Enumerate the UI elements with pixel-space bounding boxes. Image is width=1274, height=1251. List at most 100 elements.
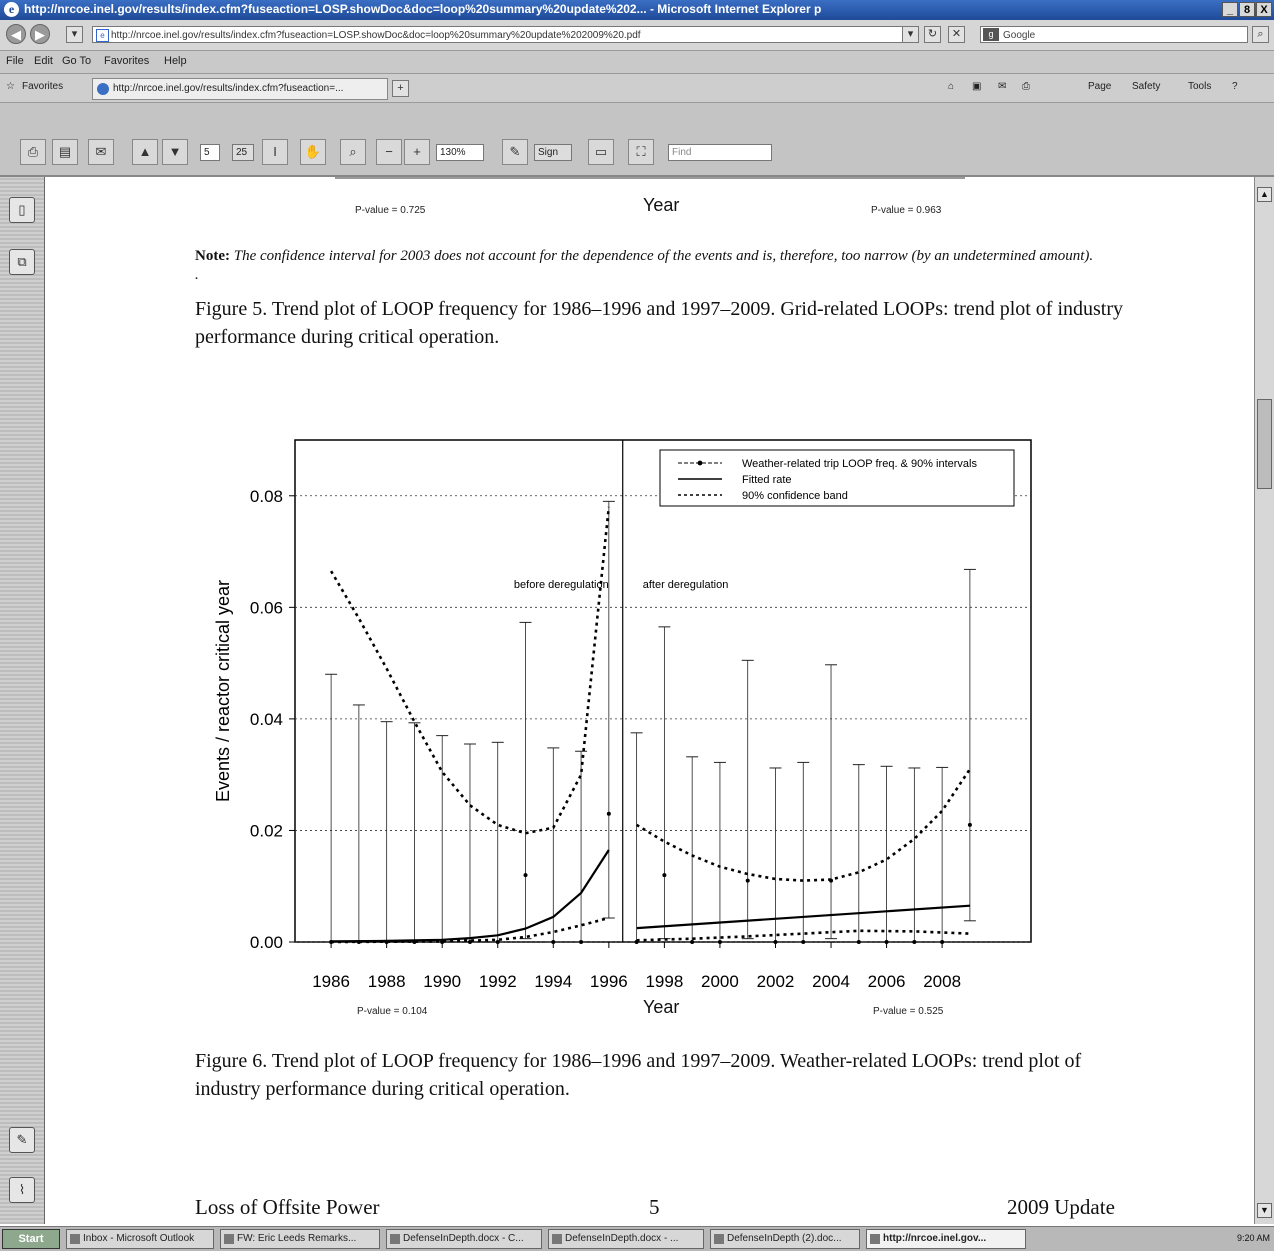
fig6-pvalue-left: P-value = 0.104: [357, 1006, 428, 1017]
scroll-down-icon[interactable]: ▼: [1257, 1203, 1272, 1218]
fig5-pvalue-left: P-value = 0.725: [355, 205, 426, 216]
next-page-icon[interactable]: ▼: [162, 139, 188, 165]
window-title: http://nrcoe.inel.gov/results/index.cfm?…: [24, 2, 822, 16]
x-tick-label: 1994: [534, 972, 572, 991]
refresh-icon[interactable]: ↻: [924, 26, 941, 43]
pdf-navigation-pane: ▯ ⧉ ✎ ⌇: [0, 177, 45, 1224]
zoom-tool-icon[interactable]: ⌕: [340, 139, 366, 165]
task-document-3[interactable]: DefenseInDepth (2).doc...: [710, 1229, 860, 1249]
fig6-xaxis-title: Year: [643, 997, 680, 1017]
data-point: [940, 940, 945, 944]
y-axis-title: Events / reactor critical year: [213, 580, 233, 802]
fit-page-icon[interactable]: ▭: [588, 139, 614, 165]
y-tick-label: 0.02: [250, 821, 283, 840]
menu-edit[interactable]: Edit: [34, 55, 53, 67]
y-tick-label: 0.06: [250, 598, 283, 617]
tab-current[interactable]: http://nrcoe.inel.gov/results/index.cfm?…: [92, 78, 388, 100]
stop-icon[interactable]: ✕: [948, 26, 965, 43]
vertical-scrollbar[interactable]: ▲ ▼: [1254, 177, 1274, 1224]
mail-icon[interactable]: ✉: [998, 81, 1007, 92]
home-icon[interactable]: ⌂: [948, 81, 955, 92]
maximize-button[interactable]: 8: [1239, 2, 1255, 17]
favorites-bar: ☆ Favorites http://nrcoe.inel.gov/result…: [0, 74, 1274, 103]
y-tick-label: 0.08: [250, 487, 283, 506]
print-icon[interactable]: ⎙: [1022, 81, 1030, 92]
minimize-button[interactable]: _: [1222, 2, 1238, 17]
pages-panel-icon[interactable]: ▯: [9, 197, 35, 223]
data-point: [690, 940, 695, 944]
full-screen-icon[interactable]: ⛶: [628, 139, 654, 165]
page-count: 25: [232, 144, 254, 161]
data-point: [745, 878, 750, 883]
search-input[interactable]: g Google: [980, 26, 1248, 43]
attachments-panel-icon[interactable]: ⌇: [9, 1177, 35, 1203]
menu-go-to[interactable]: Go To: [62, 55, 92, 67]
favorites-star-icon[interactable]: ☆: [6, 81, 15, 92]
system-clock: 9:20 AM: [1236, 1233, 1270, 1243]
x-tick-label: 1988: [368, 972, 406, 991]
sign-pen-icon[interactable]: ✎: [502, 139, 528, 165]
save-icon[interactable]: ▤: [52, 139, 78, 165]
data-point: [495, 940, 500, 944]
task-document-1[interactable]: DefenseInDepth.docx - C...: [386, 1229, 542, 1249]
data-point: [523, 873, 528, 878]
footer-title: Loss of Offsite Power: [195, 1195, 380, 1219]
legend-swatch-point-marker: [697, 460, 703, 466]
email-icon[interactable]: ✉: [88, 139, 114, 165]
scroll-up-icon[interactable]: ▲: [1257, 187, 1272, 202]
print-pdf-icon[interactable]: ⎙: [20, 139, 46, 165]
start-button[interactable]: Start: [2, 1229, 60, 1249]
x-tick-label: 1998: [645, 972, 683, 991]
task-email[interactable]: FW: Eric Leeds Remarks...: [220, 1229, 380, 1249]
zoom-out-icon[interactable]: −: [376, 139, 402, 165]
select-tool-icon[interactable]: I: [262, 139, 288, 165]
help-icon[interactable]: ?: [1232, 81, 1238, 92]
address-dropdown-icon[interactable]: ▾: [902, 26, 919, 43]
menu-help[interactable]: Help: [164, 55, 187, 67]
task-outlook[interactable]: Inbox - Microsoft Outlook: [66, 1229, 214, 1249]
zoom-select[interactable]: 130%: [436, 144, 484, 161]
x-tick-label: 2002: [757, 972, 795, 991]
command-safety[interactable]: Safety: [1132, 81, 1161, 92]
command-page[interactable]: Page: [1088, 81, 1112, 92]
fig6-chart: 0.00 0.02 0.04 0.06 0.08 1986 1988 1990 1992 1994…: [213, 439, 1032, 991]
data-point: [773, 940, 778, 944]
page-number-input[interactable]: 5: [200, 144, 220, 161]
forward-arrow-icon[interactable]: ▶: [30, 24, 50, 44]
fig6-pvalue-right: P-value = 0.525: [873, 1006, 944, 1017]
menu-favorites[interactable]: Favorites: [104, 55, 150, 67]
feeds-icon[interactable]: ▣: [972, 81, 982, 92]
bookmarks-panel-icon[interactable]: ⧉: [9, 249, 35, 275]
menu-bar: File Edit Go To Favorites Help: [0, 51, 1274, 74]
address-toolbar: ◀ ▶ ▾ e http://nrcoe.inel.gov/results/in…: [0, 20, 1274, 51]
menu-file[interactable]: File: [6, 55, 24, 67]
zoom-in-icon[interactable]: +: [404, 139, 430, 165]
task-document-2[interactable]: DefenseInDepth.docx - ...: [548, 1229, 704, 1249]
close-button[interactable]: X: [1256, 2, 1272, 17]
legend-entry: Fitted rate: [742, 474, 792, 486]
task-browser[interactable]: http://nrcoe.inel.gov...: [866, 1229, 1026, 1249]
hand-tool-icon[interactable]: ✋: [300, 139, 326, 165]
search-icon[interactable]: ⌕: [1252, 26, 1269, 43]
command-tools[interactable]: Tools: [1188, 81, 1212, 92]
comments-panel-icon[interactable]: ✎: [9, 1127, 35, 1153]
address-input[interactable]: e http://nrcoe.inel.gov/results/index.cf…: [92, 26, 918, 43]
browser-icon: [870, 1234, 880, 1244]
previous-page-icon[interactable]: ▲: [132, 139, 158, 165]
new-tab-icon[interactable]: +: [392, 80, 409, 97]
data-point: [579, 940, 584, 944]
annotation-after: after deregulation: [643, 579, 729, 591]
history-dropdown-icon[interactable]: ▾: [66, 26, 83, 43]
fig6-caption: Figure 6. Trend plot of LOOP frequency f…: [195, 1050, 1082, 1100]
y-tick-label: 0.00: [250, 933, 283, 952]
favorites-label[interactable]: Favorites: [22, 81, 64, 92]
legend-entry: 90% confidence band: [742, 490, 848, 502]
scroll-thumb[interactable]: [1257, 399, 1272, 489]
data-point: [551, 940, 556, 944]
legend-entry: Weather-related trip LOOP freq. & 90% in…: [742, 458, 977, 470]
sign-button[interactable]: Sign: [534, 144, 572, 161]
data-point: [856, 940, 861, 944]
fig5-note: Note: The confidence interval for 2003 d…: [195, 247, 1095, 285]
back-arrow-icon[interactable]: ◀: [6, 24, 26, 44]
find-input[interactable]: Find: [668, 144, 772, 161]
